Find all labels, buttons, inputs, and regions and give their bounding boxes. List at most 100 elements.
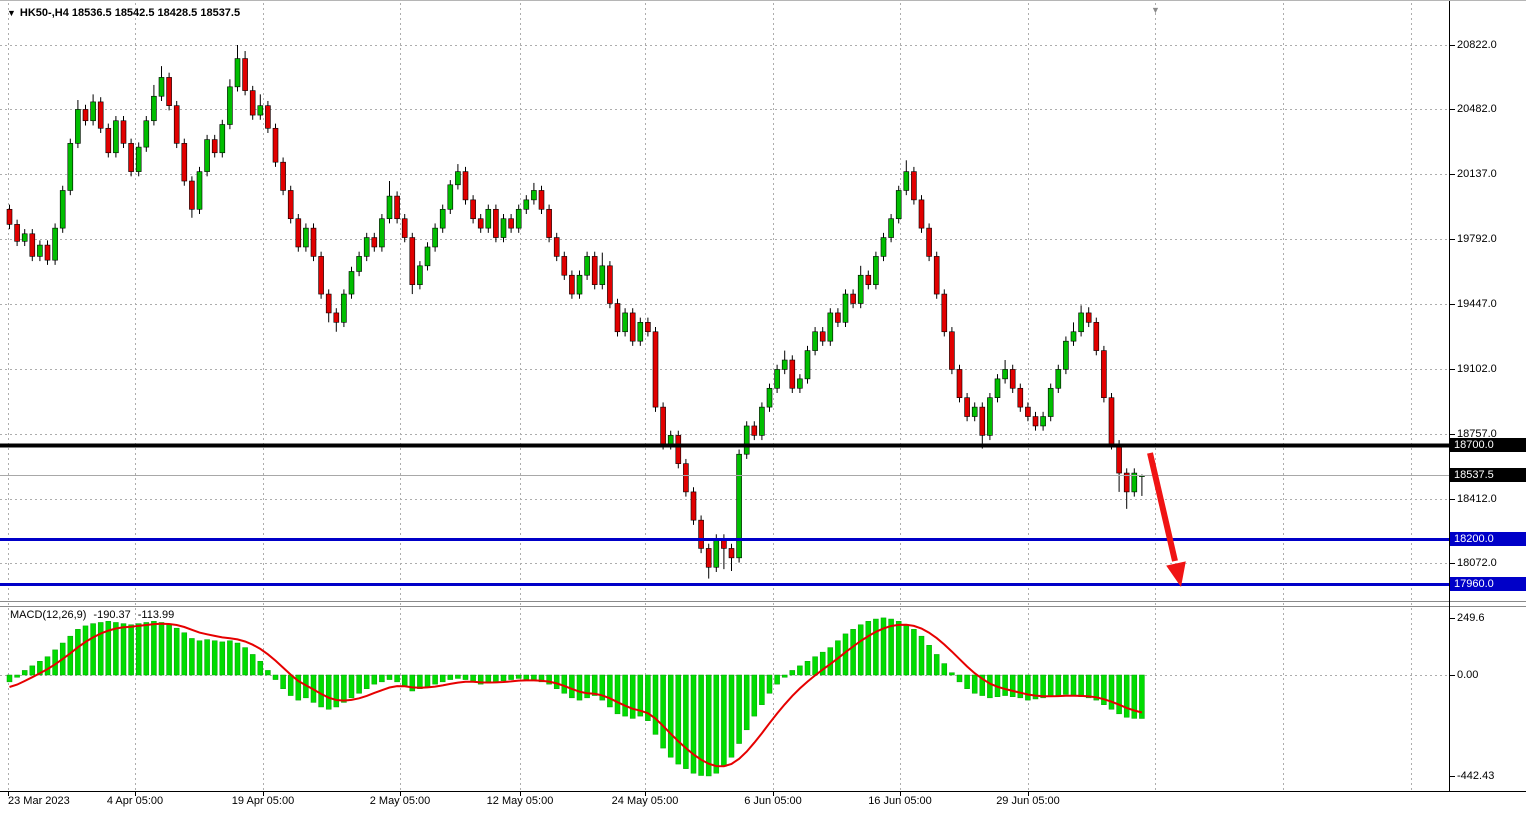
chart-shift-icon[interactable]: ▼ xyxy=(1151,5,1160,15)
candle-down xyxy=(789,359,796,389)
candle-down xyxy=(949,331,955,370)
candle-down xyxy=(409,237,416,285)
candle-down xyxy=(865,274,872,285)
candle-down xyxy=(173,105,180,144)
candle-up xyxy=(52,227,58,261)
macd-histogram-bar xyxy=(37,661,43,676)
macd-histogram-bar xyxy=(736,674,742,744)
candle-up xyxy=(1131,472,1138,493)
candle-down xyxy=(918,199,925,229)
candle-up xyxy=(439,208,446,229)
macd-histogram-bar xyxy=(819,651,826,676)
candle-up xyxy=(781,359,788,370)
macd-histogram-bar xyxy=(1032,674,1039,700)
macd-histogram-bar xyxy=(204,639,210,676)
candle-down xyxy=(189,180,195,210)
candle-up xyxy=(842,293,849,323)
candle-down xyxy=(166,77,172,106)
candle-down xyxy=(926,227,932,257)
macd-histogram-bar xyxy=(249,654,256,676)
macd-histogram-bar xyxy=(781,674,788,678)
candle-up xyxy=(759,406,765,436)
macd-histogram-bar xyxy=(394,674,400,683)
macd-histogram-bar xyxy=(629,674,636,719)
candle-down xyxy=(569,274,575,295)
macd-histogram-bar xyxy=(873,618,879,676)
macd-histogram-bar xyxy=(500,674,507,681)
symbol-dropdown-icon[interactable]: ▼ xyxy=(7,8,16,18)
macd-histogram-bar xyxy=(652,674,659,735)
candle-down xyxy=(546,208,552,238)
macd-histogram-bar xyxy=(128,624,134,676)
candle-down xyxy=(956,369,963,398)
macd-histogram-bar xyxy=(105,621,112,676)
candle-down xyxy=(683,463,689,493)
candle-up xyxy=(584,256,590,276)
candle-up xyxy=(500,218,507,238)
candle-down xyxy=(29,233,36,257)
candle-down xyxy=(941,293,948,333)
macd-histogram-bar xyxy=(789,670,796,676)
candle-down xyxy=(6,208,13,225)
candle-up xyxy=(895,190,902,220)
macd-histogram-bar xyxy=(683,674,689,769)
candle-up xyxy=(196,171,203,210)
candle-up xyxy=(432,227,438,248)
candle-down xyxy=(660,406,666,446)
macd-histogram-bar xyxy=(1002,674,1008,696)
macd-histogram-bar xyxy=(143,622,150,676)
macd-histogram-bar xyxy=(432,674,438,685)
candle-down xyxy=(1032,416,1039,427)
candle-down xyxy=(819,331,826,342)
candle-up xyxy=(827,312,834,342)
macd-signal-value: -113.99 xyxy=(137,609,175,621)
macd-name: MACD(12,26,9) xyxy=(10,609,87,621)
macd-histogram-bar xyxy=(21,670,28,676)
candle-down xyxy=(1116,444,1122,474)
macd-histogram-bar xyxy=(675,674,682,765)
candle-down xyxy=(401,218,408,238)
macd-histogram-bar xyxy=(348,674,355,699)
forecast-arrow-shaft xyxy=(1147,452,1178,562)
macd-histogram-bar xyxy=(850,629,856,676)
macd-histogram-bar xyxy=(1025,674,1031,701)
macd-histogram-bar xyxy=(721,674,727,767)
candle-up xyxy=(774,369,780,389)
candle-up xyxy=(812,331,818,351)
candle-up xyxy=(637,322,644,342)
candle-down xyxy=(97,101,104,129)
macd-histogram-bar xyxy=(363,674,370,689)
candle-up xyxy=(736,453,742,559)
symbol-ohlc-title: HK50-,H4 18536.5 18542.5 18428.5 18537.5 xyxy=(19,7,241,19)
macd-histogram-bar xyxy=(379,674,385,683)
candle-down xyxy=(1101,350,1107,398)
candle-down xyxy=(1009,369,1016,389)
candle-up xyxy=(135,146,142,172)
macd-histogram-bar xyxy=(971,674,978,694)
macd-histogram-bar xyxy=(447,674,454,680)
candle-up xyxy=(204,139,210,172)
macd-histogram-bar xyxy=(553,674,560,689)
macd-histogram-bar xyxy=(211,640,218,676)
candle-up xyxy=(379,218,385,248)
candle-down xyxy=(470,199,476,220)
candle-down xyxy=(318,256,324,295)
macd-histogram-bar xyxy=(29,665,36,676)
candle-down xyxy=(1017,387,1024,408)
macd-histogram-bar xyxy=(455,674,461,679)
candle-down xyxy=(1108,397,1115,446)
candle-down xyxy=(835,312,841,323)
candle-down xyxy=(1025,406,1031,417)
candle-down xyxy=(493,208,499,238)
macd-histogram-bar xyxy=(44,656,51,676)
macd-histogram-bar xyxy=(1078,674,1084,697)
indicator-label: MACD(12,26,9) -190.37 -113.99 xyxy=(10,609,181,621)
macd-histogram-bar xyxy=(166,624,172,676)
macd-histogram-bar xyxy=(751,674,758,717)
macd-histogram-bar xyxy=(918,635,925,676)
forecast-arrow-head xyxy=(1166,561,1186,587)
macd-histogram-bar xyxy=(660,674,666,749)
macd-histogram-bar xyxy=(90,623,96,676)
